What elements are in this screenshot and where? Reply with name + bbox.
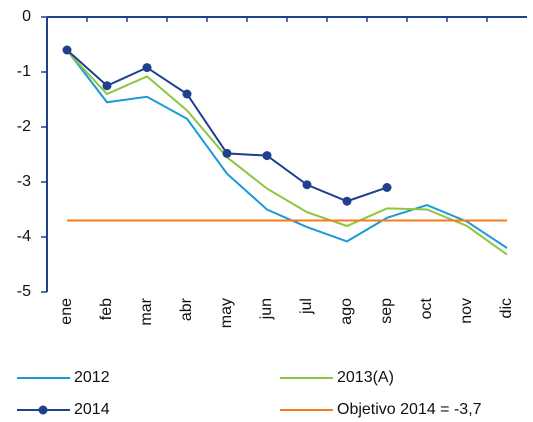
x-tick-label: sep bbox=[378, 298, 395, 324]
y-tick-label: 0 bbox=[22, 8, 31, 25]
x-tick-label: jul bbox=[298, 298, 315, 315]
y-tick-label: -1 bbox=[17, 63, 31, 80]
y-tick-label: -5 bbox=[17, 283, 31, 300]
point bbox=[182, 89, 192, 99]
x-tick-label: dic bbox=[498, 298, 515, 318]
x-tick-label: nov bbox=[458, 298, 475, 324]
point bbox=[302, 180, 312, 190]
series-line bbox=[66, 49, 508, 249]
y-tick-label: -4 bbox=[17, 228, 31, 245]
point bbox=[62, 45, 72, 55]
series-line bbox=[66, 50, 508, 256]
series-line bbox=[66, 49, 388, 203]
point bbox=[102, 81, 112, 91]
x-tick-label: ago bbox=[338, 298, 355, 325]
x-tick-label: abr bbox=[178, 297, 195, 321]
legend-label: 2012 bbox=[74, 369, 110, 386]
point bbox=[382, 183, 392, 192]
point bbox=[262, 151, 272, 161]
x-tick-label: oct bbox=[418, 297, 435, 319]
y-tick-label: -2 bbox=[17, 118, 31, 135]
x-tick-label: may bbox=[218, 298, 235, 328]
x-tick-label: feb bbox=[98, 298, 115, 320]
x-tick-label: jun bbox=[258, 298, 275, 320]
legend-marker bbox=[38, 405, 48, 415]
legend-label: 2013(A) bbox=[337, 369, 394, 386]
x-tick-label: ene bbox=[58, 298, 75, 325]
point bbox=[342, 196, 352, 206]
point bbox=[142, 63, 152, 73]
y-tick-label: -3 bbox=[17, 173, 31, 190]
point bbox=[222, 148, 232, 158]
legend-label: Objetivo 2014 = -3,7 bbox=[337, 401, 482, 418]
x-tick-label: mar bbox=[138, 297, 155, 325]
legend-label: 2014 bbox=[74, 401, 110, 418]
